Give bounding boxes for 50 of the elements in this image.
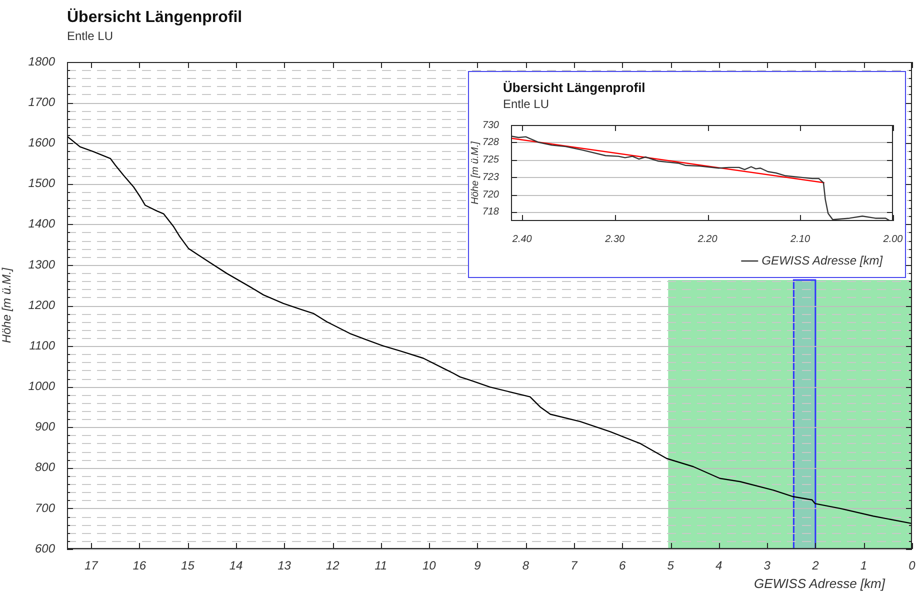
x-tick-label: 16: [132, 558, 146, 573]
x-tick-label: 7: [570, 558, 579, 573]
legend-label: GEWISS Adresse [km]: [762, 253, 884, 268]
x-tick-label: 11: [374, 558, 388, 573]
x-tick-label: 2.40: [511, 234, 532, 245]
chart-title: Übersicht Längenprofil: [503, 80, 646, 95]
x-tick-label: 12: [326, 558, 340, 573]
y-tick-label: 1000: [28, 379, 56, 394]
x-tick-label: 14: [229, 558, 243, 573]
y-tick-label: 1400: [28, 216, 56, 231]
x-tick-label: 9: [474, 558, 482, 573]
x-tick-label: 13: [278, 558, 292, 573]
y-tick-label: 800: [34, 460, 56, 474]
x-tick-label: 6: [618, 558, 626, 573]
x-tick-label: 10: [422, 558, 436, 573]
x-tick-label: 8: [522, 558, 530, 573]
y-tick-label: 1500: [28, 176, 56, 190]
y-tick-label: 1800: [28, 54, 56, 68]
x-tick-label: 17: [84, 558, 100, 573]
y-tick-label: 1200: [28, 298, 56, 312]
y-axis-title: Höhe [m ü.M.]: [0, 267, 14, 344]
chart-subtitle: Entle LU: [503, 97, 550, 111]
y-tick-label: 728: [482, 137, 500, 148]
y-tick-label: 1100: [29, 338, 56, 352]
x-tick-label: 2.20: [696, 234, 718, 245]
x-tick-label: 0: [908, 558, 916, 573]
x-tick-label: 3: [764, 558, 771, 573]
y-axis-title: Höhe [m ü.M.]: [470, 141, 481, 204]
x-tick-label: 2: [811, 558, 820, 573]
y-tick-label: 700: [34, 500, 56, 515]
x-tick-label: 4: [716, 558, 723, 573]
y-tick-label: 725: [482, 154, 500, 166]
x-tick-label: 2.10: [790, 234, 810, 245]
y-tick-label: 600: [34, 541, 56, 556]
x-tick-label: 1: [860, 558, 868, 573]
y-tick-label: 718: [482, 206, 500, 218]
y-tick-label: 1700: [28, 94, 56, 109]
x-tick-label: 5: [667, 558, 674, 573]
y-tick-label: 1600: [28, 136, 56, 150]
x-tick-label: 2.30: [604, 234, 626, 245]
x-axis-title: GEWISS Adresse [km]: [754, 576, 885, 591]
y-tick-label: 720: [482, 189, 500, 200]
y-tick-label: 900: [34, 420, 56, 434]
chart-title: Übersicht Längenprofil: [67, 9, 242, 27]
y-tick-label: 1300: [28, 257, 56, 272]
x-tick-label: 15: [181, 558, 195, 573]
y-tick-label: 723: [482, 172, 500, 183]
x-tick-label: 2.00: [882, 234, 904, 245]
chart-subtitle: Entle LU: [67, 29, 114, 43]
y-tick-label: 730: [482, 120, 500, 131]
